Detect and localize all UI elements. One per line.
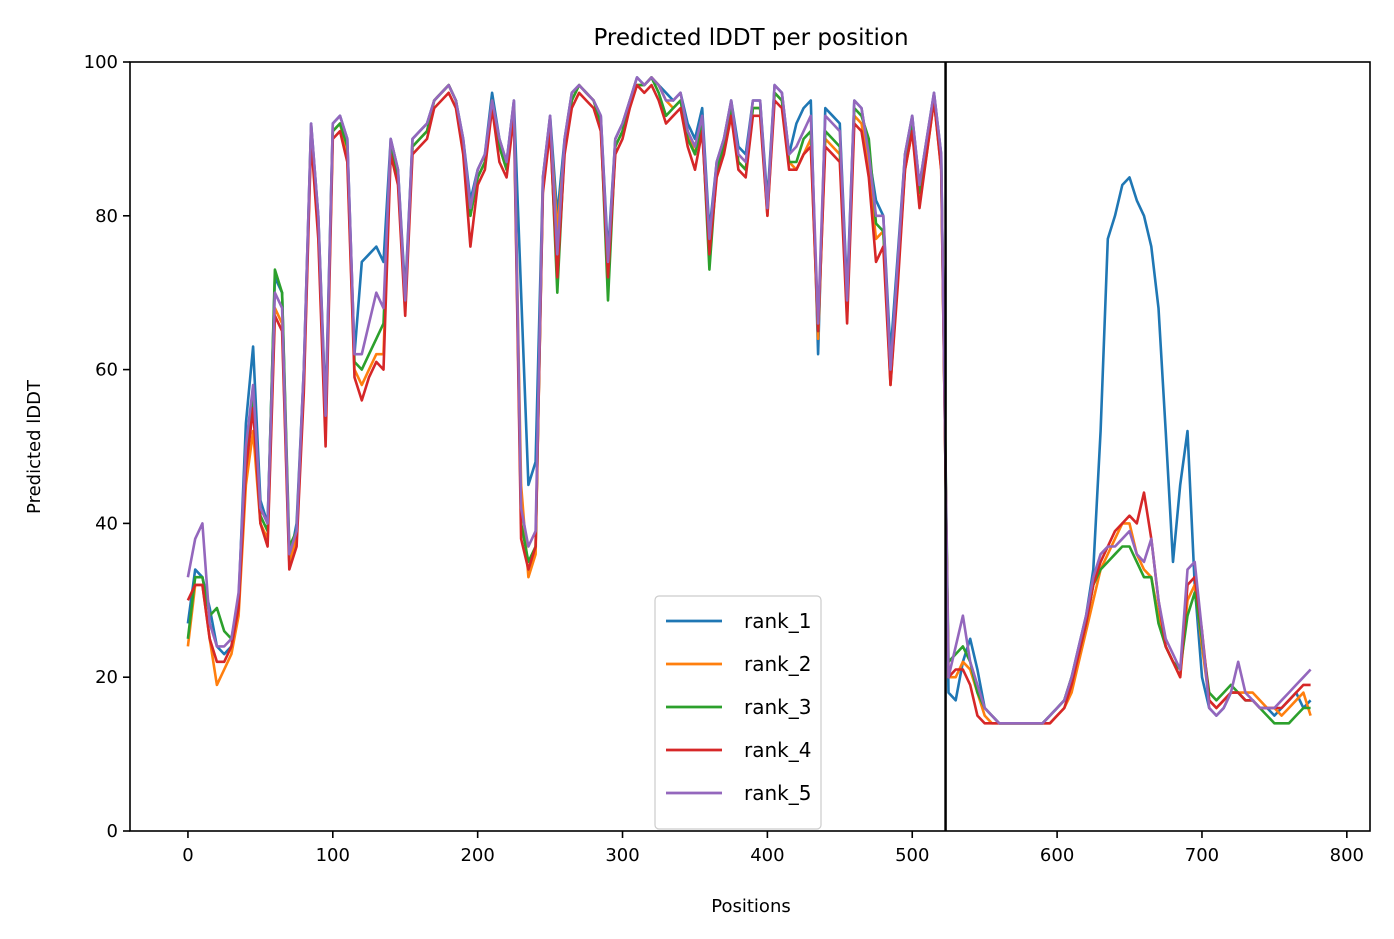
plot-area: 0 100 200 300 400 500 600 700 800 0 20 40 60 80 100 ran… — [84, 52, 1371, 866]
x-tick-label: 700 — [1185, 845, 1219, 866]
x-tick-label: 600 — [1040, 845, 1074, 866]
legend-box — [654, 595, 822, 830]
legend-label-rank_1: rank_1 — [744, 609, 811, 633]
legend-label-rank_4: rank_4 — [744, 738, 811, 762]
chart-title: Predicted lDDT per position — [593, 25, 908, 51]
y-tick-label: 40 — [95, 513, 118, 534]
legend-label-rank_5: rank_5 — [744, 781, 811, 805]
y-tick-label: 20 — [95, 667, 118, 688]
legend-label-rank_2: rank_2 — [744, 652, 811, 676]
y-axis-label: Predicted lDDT — [24, 379, 45, 514]
x-tick-label: 0 — [182, 845, 193, 866]
y-tick-label: 100 — [84, 52, 118, 73]
series-line-rank_5 — [186, 76, 1312, 725]
y-tick-label: 60 — [95, 360, 118, 381]
y-tick-label: 0 — [107, 821, 118, 842]
x-tick-label: 500 — [895, 845, 929, 866]
x-tick-label: 200 — [460, 845, 494, 866]
y-tick-label: 80 — [95, 206, 118, 227]
series-line-rank_4 — [186, 83, 1311, 725]
x-tick-label: 300 — [605, 845, 639, 866]
axes-frame — [129, 61, 1371, 832]
x-axis-label: Positions — [711, 896, 790, 917]
x-tick-label: 400 — [750, 845, 784, 866]
legend-label-rank_3: rank_3 — [744, 695, 811, 719]
x-tick-label: 100 — [316, 845, 350, 866]
x-tick-label: 800 — [1330, 845, 1364, 866]
